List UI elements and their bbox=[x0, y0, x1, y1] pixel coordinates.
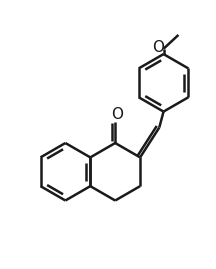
Text: O: O bbox=[152, 40, 164, 55]
Text: O: O bbox=[111, 107, 123, 122]
